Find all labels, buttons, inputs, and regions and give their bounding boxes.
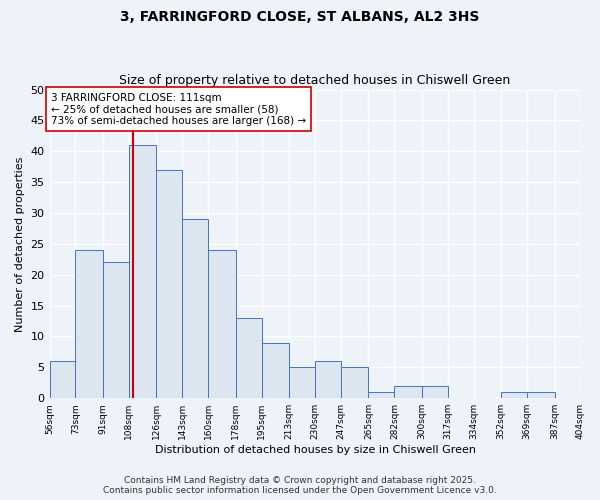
Bar <box>157 170 182 398</box>
Bar <box>182 219 208 398</box>
Bar <box>501 392 527 398</box>
Bar <box>262 342 289 398</box>
Bar <box>368 392 394 398</box>
Text: Contains HM Land Registry data © Crown copyright and database right 2025.
Contai: Contains HM Land Registry data © Crown c… <box>103 476 497 495</box>
Bar <box>422 386 448 398</box>
Bar <box>527 392 554 398</box>
Bar <box>236 318 262 398</box>
Bar <box>76 250 103 398</box>
Bar <box>289 368 315 398</box>
Text: 3, FARRINGFORD CLOSE, ST ALBANS, AL2 3HS: 3, FARRINGFORD CLOSE, ST ALBANS, AL2 3HS <box>121 10 479 24</box>
Bar <box>103 262 129 398</box>
Bar <box>50 361 76 398</box>
Text: 3 FARRINGFORD CLOSE: 111sqm
← 25% of detached houses are smaller (58)
73% of sem: 3 FARRINGFORD CLOSE: 111sqm ← 25% of det… <box>51 92 306 126</box>
Bar <box>208 250 236 398</box>
Bar <box>129 145 157 398</box>
Bar <box>315 361 341 398</box>
Bar <box>394 386 422 398</box>
Bar <box>341 368 368 398</box>
X-axis label: Distribution of detached houses by size in Chiswell Green: Distribution of detached houses by size … <box>155 445 476 455</box>
Title: Size of property relative to detached houses in Chiswell Green: Size of property relative to detached ho… <box>119 74 511 87</box>
Y-axis label: Number of detached properties: Number of detached properties <box>15 156 25 332</box>
